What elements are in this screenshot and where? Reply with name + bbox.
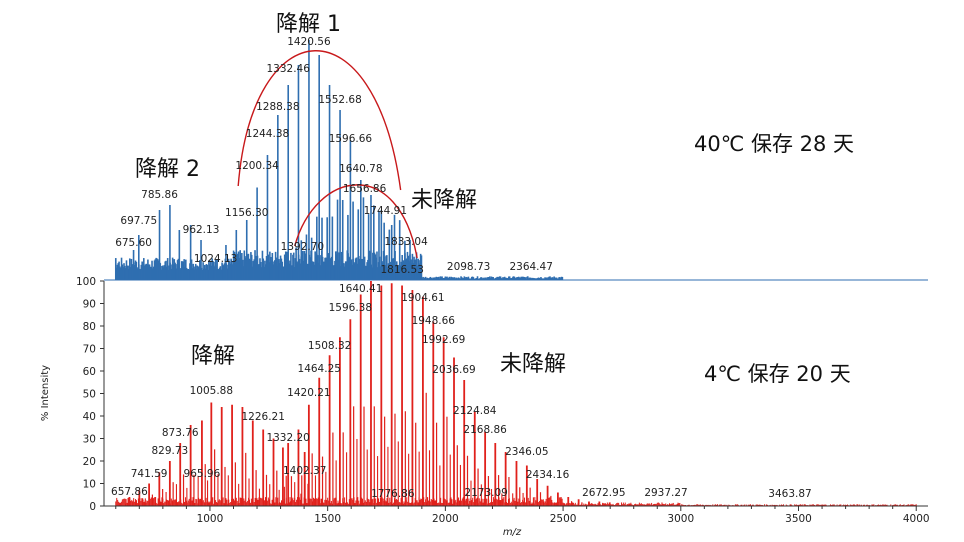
bottom-peak-label: 2124.84 (453, 405, 497, 417)
bottom-peak-label: 657.86 (111, 486, 148, 498)
y-tick-label: 30 (83, 434, 96, 446)
annotation-degradation-2: 降解 2 (135, 157, 200, 182)
top-peak-label: 1656.86 (343, 183, 387, 195)
top-peak-label: 697.75 (120, 215, 157, 227)
top-peak-label: 675.60 (115, 237, 152, 249)
x-tick-label: 3500 (785, 513, 812, 525)
bottom-peak-label: 1402.37 (283, 465, 326, 477)
bottom-peak-label: 3463.87 (768, 488, 811, 500)
bottom-peak-label: 2346.05 (505, 446, 548, 458)
top-peak-label: 1200.34 (235, 160, 279, 172)
bottom-spectrum-peaks (115, 281, 917, 506)
bottom-peak-label: 1420.21 (287, 387, 330, 399)
x-tick-label: 1000 (197, 513, 224, 525)
bottom-peak-label: 2937.27 (644, 487, 687, 499)
bottom-peak-label: 1776.86 (371, 488, 415, 500)
top-peak-label: 1744.91 (364, 205, 407, 217)
y-tick-label: 90 (83, 299, 96, 311)
bottom-peak-label: 2036.69 (432, 364, 475, 376)
condition-label-top: 40℃ 保存 28 天 (694, 132, 854, 156)
arc-degradation-1 (237, 50, 402, 191)
bottom-peak-label: 1508.32 (308, 340, 351, 352)
top-peak-label: 1392.70 (281, 241, 324, 253)
bottom-peak-label: 2168.86 (463, 424, 507, 436)
y-tick-label: 80 (83, 321, 96, 333)
bottom-peak-label: 829.73 (151, 445, 188, 457)
bottom-peak-label: 2672.95 (582, 487, 625, 499)
y-tick-label: 20 (83, 456, 96, 468)
top-peak-label: 2098.73 (447, 261, 490, 273)
arc-intact-top (294, 184, 418, 259)
bottom-peak-label: 1904.61 (401, 292, 444, 304)
y-tick-label: 100 (76, 276, 96, 288)
top-peak-label: 1833.04 (384, 236, 428, 248)
top-peak-label: 1552.68 (318, 94, 361, 106)
y-axis-label: % Intensity (40, 365, 51, 421)
bottom-peak-label: 965.96 (184, 468, 221, 480)
top-peak-label: 2364.47 (509, 261, 552, 273)
top-peak-label: 1024.13 (194, 253, 237, 265)
bottom-peak-label: 1005.88 (190, 385, 233, 397)
top-peak-label: 1156.30 (225, 207, 268, 219)
top-peak-label: 1288.38 (256, 101, 299, 113)
y-tick-label: 10 (83, 479, 96, 491)
x-tick-label: 2000 (432, 513, 459, 525)
top-peak-label: 1332.46 (267, 63, 311, 75)
axes: 0 10 20 30 40 50 60 70 80 90 100 1000 1500 2000 2500 30… (76, 276, 930, 525)
annotation-degradation-1: 降解 1 (276, 12, 341, 37)
annotation-intact-bottom: 未降解 (500, 352, 566, 377)
y-tick-label: 40 (83, 411, 96, 423)
top-peak-label: 1596.66 (329, 133, 373, 145)
top-peak-label: 1640.78 (339, 163, 382, 175)
bottom-peak-label: 741.59 (131, 468, 168, 480)
top-peak-label: 785.86 (141, 189, 178, 201)
bottom-peak-label: 1226.21 (241, 411, 284, 423)
x-axis-label: m/z (503, 527, 522, 538)
annotation-degradation-bottom: 降解 (191, 344, 235, 369)
bottom-peak-label: 1464.25 (298, 363, 341, 375)
envelope-arcs (237, 50, 418, 259)
x-tick-label: 3000 (667, 513, 694, 525)
bottom-peak-label: 1596.38 (329, 302, 372, 314)
bottom-peak-label: 1948.66 (412, 315, 456, 327)
condition-label-bottom: 4℃ 保存 20 天 (704, 362, 851, 386)
bottom-peak-label: 1992.69 (422, 334, 465, 346)
peak-labels: 675.60 697.75 785.86 962.13 1024.13 1156.30 12… (111, 36, 812, 500)
x-tick-label: 2500 (550, 513, 577, 525)
top-spectrum-peaks (114, 40, 564, 280)
top-peak-label: 1244.38 (246, 128, 289, 140)
y-tick-label: 70 (83, 344, 96, 356)
y-tick-label: 50 (83, 389, 96, 401)
bottom-peak-label: 873.76 (162, 427, 199, 439)
x-tick-label: 4000 (903, 513, 930, 525)
x-tick-label: 1500 (314, 513, 341, 525)
bottom-peak-label: 1640.41 (339, 283, 382, 295)
y-tick-label: 60 (83, 366, 96, 378)
top-peak-label: 962.13 (183, 224, 220, 236)
bottom-peak-label: 2434.16 (526, 469, 570, 481)
y-tick-label: 0 (89, 501, 96, 513)
top-peak-label: 1420.56 (287, 36, 331, 48)
bottom-peak-label: 1332.20 (266, 432, 309, 444)
annotation-intact-top: 未降解 (411, 188, 477, 213)
top-peak-label: 1816.53 (380, 264, 423, 276)
bottom-peak-label: 2173.09 (464, 487, 507, 499)
